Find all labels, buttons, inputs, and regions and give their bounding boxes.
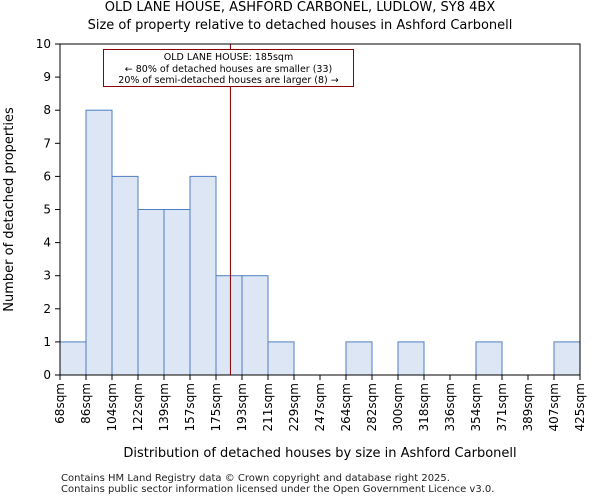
x-tick-label: 193sqm — [235, 383, 249, 431]
bar-193sqm — [241, 275, 269, 376]
bar-122sqm — [137, 209, 165, 376]
x-tick-label: 247sqm — [313, 383, 327, 431]
x-tick-label: 175sqm — [209, 383, 223, 431]
x-tick-label: 407sqm — [547, 383, 561, 431]
x-tick-label: 300sqm — [391, 383, 405, 431]
x-tick-label: 425sqm — [573, 383, 587, 431]
y-tick-label: 5 — [43, 203, 51, 217]
y-tick-label: 6 — [43, 169, 51, 183]
bar-157sqm — [189, 175, 217, 376]
bar-354sqm — [475, 341, 503, 376]
x-tick-label: 157sqm — [183, 383, 197, 431]
y-tick-label: 7 — [43, 136, 51, 150]
x-tick-label: 122sqm — [131, 383, 145, 431]
x-tick-label: 336sqm — [443, 383, 457, 431]
footer-licence: Contains public sector information licen… — [61, 484, 495, 495]
bar-139sqm — [163, 209, 191, 376]
y-tick-label: 10 — [36, 37, 51, 51]
y-tick-label: 4 — [43, 236, 51, 250]
y-tick-label: 2 — [43, 302, 51, 316]
x-tick-label: 139sqm — [157, 383, 171, 431]
y-tick-label: 9 — [43, 70, 51, 84]
x-tick-label: 389sqm — [521, 383, 535, 431]
bar-300sqm — [397, 341, 425, 376]
bar-86sqm — [85, 109, 113, 376]
x-tick-label: 86sqm — [79, 383, 93, 424]
x-axis-label: Distribution of detached houses by size … — [123, 446, 516, 461]
x-tick-label: 68sqm — [53, 383, 67, 424]
annotation-title: OLD LANE HOUSE: 185sqm — [163, 52, 294, 63]
plot-frame — [59, 43, 581, 376]
annotation-larger: 20% of semi-detached houses are larger (… — [118, 75, 339, 86]
y-tick-label: 0 — [43, 368, 51, 382]
x-tick-label: 211sqm — [261, 383, 275, 431]
annotation-smaller: ← 80% of detached houses are smaller (33… — [124, 63, 333, 75]
footer-copyright: Contains HM Land Registry data © Crown c… — [61, 473, 450, 484]
chart-subtitle: Size of property relative to detached ho… — [87, 18, 513, 33]
y-tick-label: 8 — [43, 103, 51, 117]
x-tick-label: 264sqm — [339, 383, 353, 431]
bar-175sqm — [215, 275, 243, 376]
annotation-box: OLD LANE HOUSE: 185sqm ← 80% of detached… — [103, 49, 354, 87]
bar-211sqm — [267, 341, 295, 376]
chart-title: OLD LANE HOUSE, ASHFORD CARBONEL, LUDLOW… — [104, 0, 496, 15]
x-tick-label: 229sqm — [287, 383, 301, 431]
bar-104sqm — [111, 175, 139, 376]
x-tick-label: 371sqm — [495, 383, 509, 431]
y-tick-label: 3 — [43, 269, 51, 283]
bar-407sqm — [553, 341, 581, 376]
x-tick-label: 318sqm — [417, 383, 431, 431]
y-axis-label: Number of detached properties — [2, 107, 17, 312]
x-tick-label: 282sqm — [365, 383, 379, 431]
x-tick-label: 104sqm — [105, 383, 119, 431]
y-tick-label: 1 — [43, 335, 51, 349]
x-tick-label: 354sqm — [469, 383, 483, 431]
bar-68sqm — [59, 341, 87, 376]
bar-264sqm — [345, 341, 373, 376]
